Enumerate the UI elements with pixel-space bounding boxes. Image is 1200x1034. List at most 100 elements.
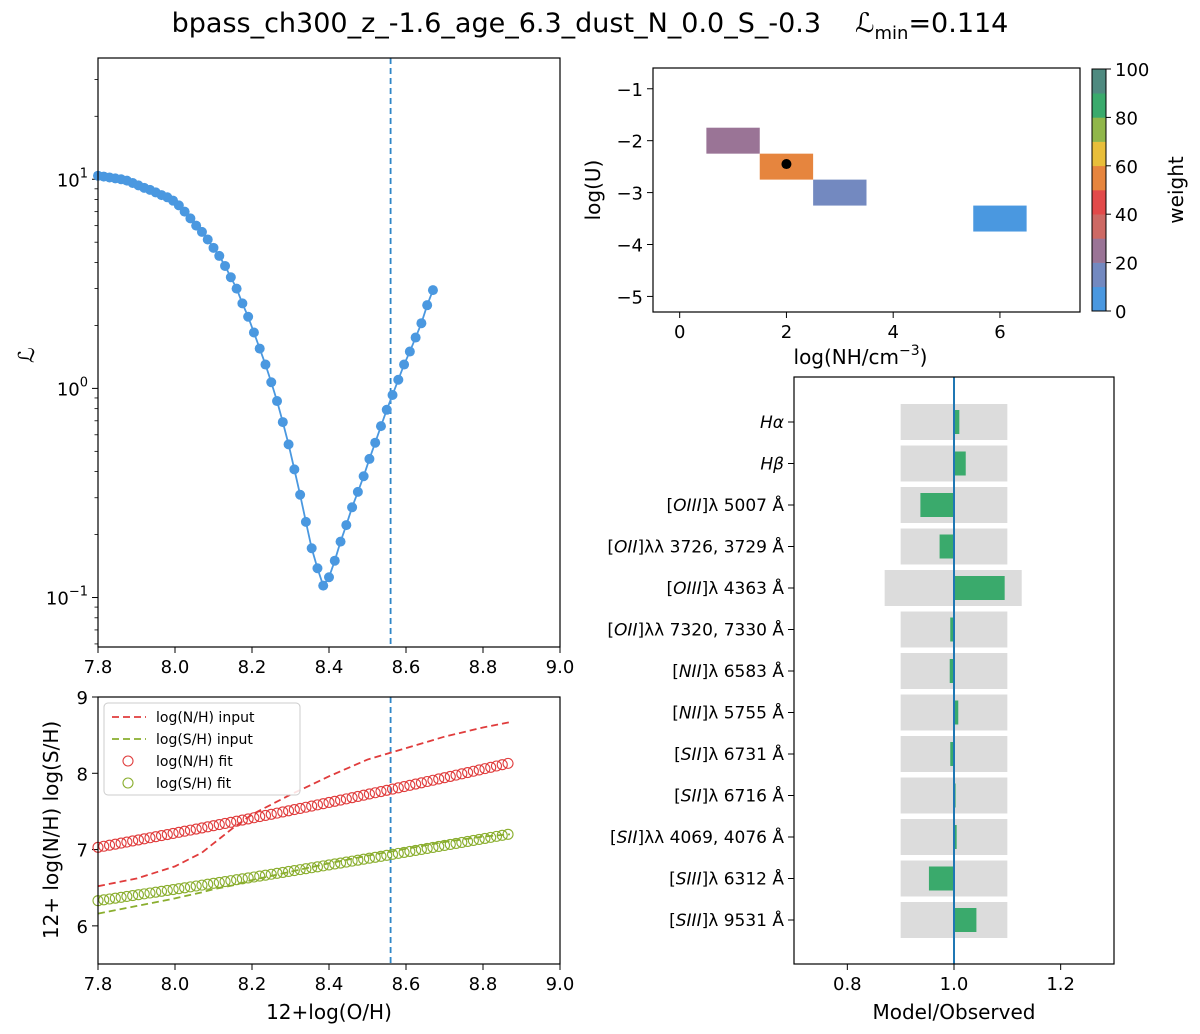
ratio-bar	[949, 659, 954, 683]
sh-fit-point	[161, 884, 173, 896]
sh-fit-point	[410, 844, 422, 856]
line-label: [OII]λλ 3726, 3729 Å	[607, 536, 784, 558]
sh-fit-point	[381, 849, 393, 861]
colorbar-segment	[1092, 238, 1106, 263]
legend-label: log(N/H) fit	[156, 754, 233, 770]
colorbar-segment	[1092, 214, 1106, 239]
line-label-open: [	[669, 870, 676, 890]
nh-fit-point	[421, 775, 433, 788]
ratio-bar	[954, 825, 957, 849]
nh-fit-point	[248, 812, 260, 824]
x-tick-label: 1.0	[940, 974, 969, 995]
sh-fit-point	[369, 851, 381, 863]
likelihood-point	[254, 343, 265, 354]
nh-fit-point	[306, 800, 318, 812]
weight-colorbar: 0 20 40 60 80 100 weight	[1091, 60, 1188, 323]
y-tick-label: −3	[616, 184, 643, 205]
nh-fit-point	[190, 823, 202, 835]
sh-fit-point	[363, 852, 375, 864]
nh-fit-point	[184, 824, 196, 836]
likelihood-point	[231, 283, 242, 294]
colorbar-segment	[1092, 117, 1106, 142]
ratio-bar	[950, 742, 954, 766]
sh-fit-point	[196, 879, 208, 891]
x-tick-label: 9.0	[546, 657, 575, 678]
sh-fit-point	[358, 853, 370, 865]
legend-label: log(N/H) input	[156, 710, 255, 726]
nh-fit-point	[179, 825, 191, 837]
sh-fit-point	[236, 873, 248, 885]
sh-fit-point	[375, 850, 387, 862]
likelihood-point	[300, 516, 311, 527]
sh-fit-point	[144, 887, 156, 899]
likelihood-point	[410, 332, 421, 343]
nh-fit-point	[167, 827, 179, 839]
ratio-bar	[950, 617, 954, 642]
x-tick-label: 8.2	[238, 974, 267, 995]
y-tick-exponent: 1	[80, 166, 88, 181]
colorbar-tick-label: 40	[1115, 205, 1138, 226]
nh-fit-point	[150, 831, 162, 843]
grid-cell	[706, 127, 760, 154]
nh-fit-point	[265, 808, 277, 820]
nh-fit-point	[242, 813, 254, 825]
likelihood-point	[387, 389, 398, 400]
likelihood-point	[347, 502, 358, 513]
x-tick-label: 6	[994, 322, 1005, 343]
axes-frame	[97, 57, 561, 648]
nh-fit-point	[127, 835, 139, 847]
nh-fit-point	[502, 757, 514, 769]
sh-fit-point	[283, 865, 295, 878]
likelihood-point	[289, 464, 300, 475]
nh-fit-point	[144, 832, 156, 844]
y-tick-label: −1	[616, 80, 643, 101]
sh-fit-point	[190, 880, 202, 892]
ratio-bar	[954, 410, 960, 434]
x-tick-label: 8.0	[161, 974, 190, 995]
ratio-bar	[954, 908, 977, 932]
nh-fit-point	[381, 784, 393, 796]
nh-fit-point	[473, 764, 485, 776]
sh-fit-point	[242, 872, 254, 884]
sh-fit-point	[179, 882, 191, 894]
likelihood-point	[404, 346, 415, 357]
best-fit-marker	[781, 159, 792, 170]
line-label-ion: Hα	[760, 413, 784, 433]
sh-fit-point	[98, 894, 110, 906]
sh-fit-point	[415, 843, 427, 855]
sh-fit-point	[104, 893, 116, 905]
likelihood-point	[202, 234, 213, 245]
nh-fit-point	[462, 766, 474, 779]
likelihood-curve	[97, 174, 434, 588]
likelihood-point	[318, 580, 329, 591]
line-label-open: [	[672, 704, 679, 724]
x-tick-label: 1.2	[1046, 974, 1075, 995]
nh-fit-point	[334, 794, 347, 806]
line-label-wavelength: ]λ 9531 Å	[702, 909, 785, 931]
colorbar-segment	[1092, 190, 1106, 215]
y-tick-base: 10	[57, 170, 80, 191]
colorbar-tick-label: 80	[1115, 108, 1138, 129]
line-label-open: [	[667, 579, 674, 599]
sh-fit-point	[438, 839, 451, 852]
nh-fit-point	[496, 759, 508, 771]
sh-fit-point	[207, 877, 220, 889]
line-label-open: [	[674, 745, 681, 765]
nh-fit-point	[410, 778, 422, 790]
likelihood-point	[335, 536, 346, 547]
sh-fit-point	[254, 870, 266, 882]
sh-fit-point	[444, 838, 456, 851]
sh-fit-point	[392, 847, 404, 859]
sh-fit-point	[334, 857, 347, 869]
nh-fit-point	[490, 760, 503, 772]
line-label-open: [	[674, 787, 681, 807]
likelihood-point	[208, 242, 219, 253]
line-label-ion: SII	[681, 745, 702, 765]
likelihood-point	[220, 260, 231, 271]
nh-fit-point	[375, 785, 387, 798]
sh-fit-point	[311, 861, 324, 873]
nh-fit-point	[196, 822, 208, 834]
